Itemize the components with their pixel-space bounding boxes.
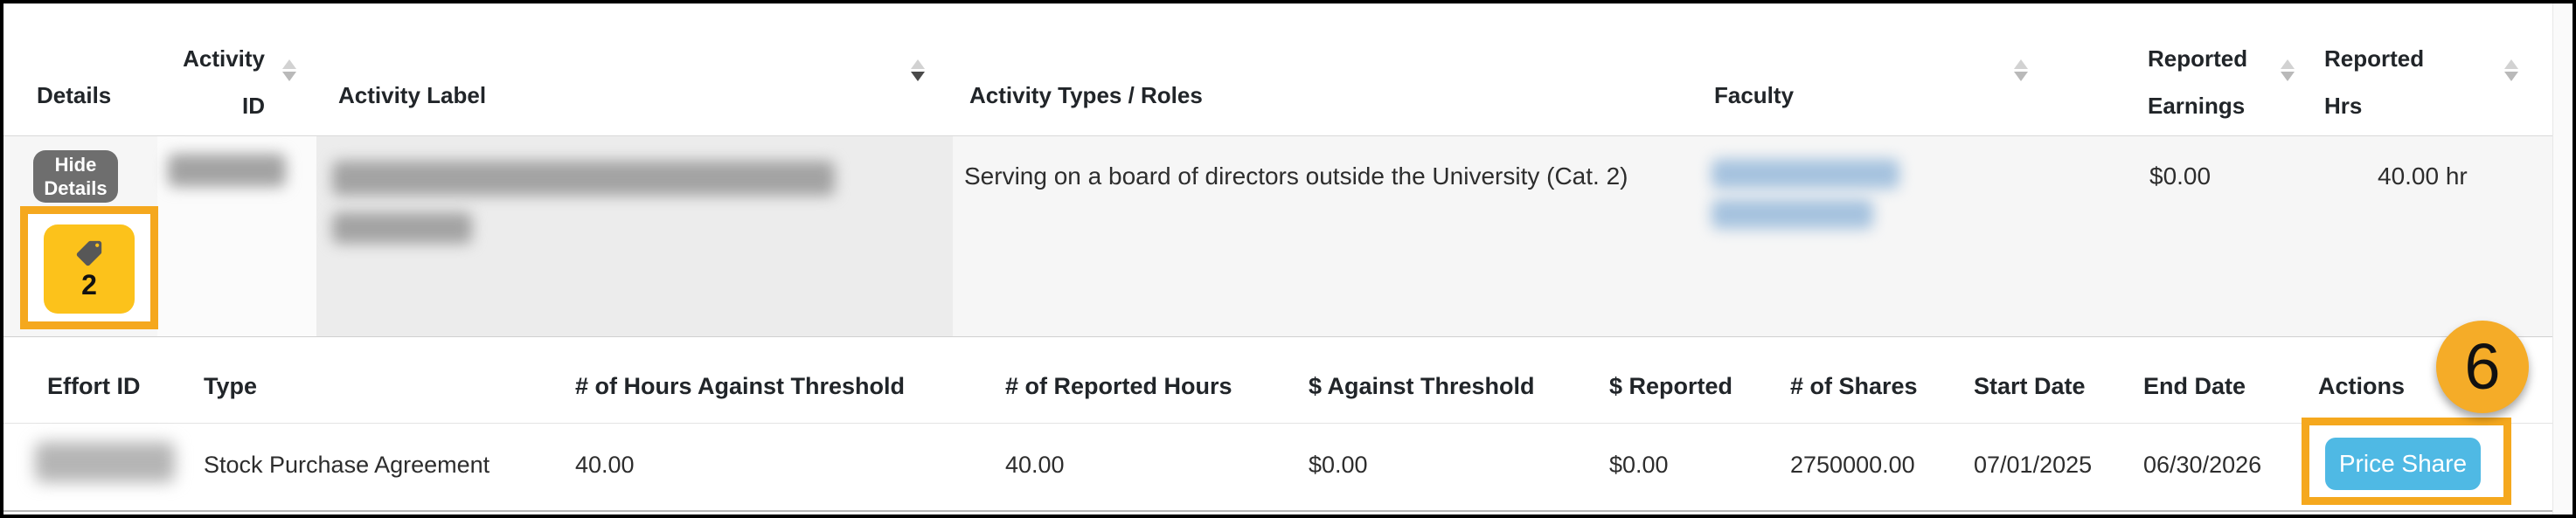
sort-icon[interactable] (2280, 59, 2295, 81)
end-date-value: 06/30/2026 (2143, 452, 2262, 478)
sort-up-arrow (2281, 59, 2295, 69)
activity-type-role-text: Serving on a board of directors outside … (964, 162, 1628, 190)
subtable-header-divider (3, 423, 2553, 424)
redacted-faculty-link-line1[interactable] (1712, 159, 1899, 189)
sort-down-arrow (911, 72, 925, 81)
tag-icon (74, 238, 104, 268)
sort-icon[interactable] (910, 59, 926, 81)
price-share-button[interactable]: Price Share (2325, 438, 2481, 490)
column-header-activity-label: Activity Label (338, 82, 487, 108)
table-bottom-border (3, 510, 2553, 512)
sort-up-arrow (2504, 59, 2518, 69)
tag-count-button[interactable]: 2 (44, 224, 135, 314)
subcol-header-type: Type (204, 373, 258, 399)
subcol-header-dollars-reported: $ Reported (1609, 373, 1733, 399)
column-header-reported-hrs: Reported Hrs (2324, 45, 2425, 119)
sort-icon[interactable] (2013, 59, 2029, 81)
dollars-reported-value: $0.00 (1609, 452, 1669, 478)
sort-down-arrow (2281, 72, 2295, 81)
reported-earnings-value: $0.00 (2149, 162, 2211, 190)
column-header-faculty: Faculty (1714, 82, 1795, 108)
hours-against-threshold-value: 40.00 (575, 452, 635, 478)
hide-details-button[interactable]: Hide Details (33, 150, 118, 203)
sort-down-arrow (2504, 72, 2518, 81)
subcol-header-end-date: End Date (2143, 373, 2246, 399)
redacted-activity-label-line1 (332, 161, 835, 196)
sort-icon[interactable] (2503, 59, 2519, 81)
scrollbar-gutter (2552, 3, 2573, 515)
subcol-header-reported-hours: # of Reported Hours (1005, 373, 1232, 399)
subcol-header-num-shares: # of Shares (1790, 373, 1918, 399)
sort-up-arrow (911, 59, 925, 69)
sort-icon[interactable] (281, 59, 297, 81)
column-header-details: Details (37, 82, 112, 108)
subcol-header-dollars-against-threshold: $ Against Threshold (1309, 373, 1535, 399)
sort-down-arrow (2014, 72, 2028, 81)
start-date-value: 07/01/2025 (1974, 452, 2093, 478)
redacted-activity-label-line2 (332, 212, 472, 244)
column-header-activity-types-roles: Activity Types / Roles (969, 82, 1203, 108)
column-header-activity-id: Activity ID (183, 45, 265, 119)
subcol-header-effort-id: Effort ID (47, 373, 141, 399)
column-header-reported-earnings: Reported Earnings (2148, 45, 2248, 119)
tag-count-value: 2 (81, 269, 97, 300)
effort-type-value: Stock Purchase Agreement (204, 452, 490, 478)
row-divider (3, 336, 2553, 337)
subcol-header-actions: Actions (2318, 373, 2406, 399)
redacted-effort-id (35, 442, 175, 482)
reported-hours-value: 40.00 (1005, 452, 1065, 478)
sort-up-arrow (282, 59, 296, 69)
subcol-header-start-date: Start Date (1974, 373, 2086, 399)
sort-up-arrow (2014, 59, 2028, 69)
dollars-against-threshold-value: $0.00 (1309, 452, 1368, 478)
redacted-activity-id (168, 154, 286, 187)
redacted-faculty-link-line2[interactable] (1712, 199, 1873, 229)
num-shares-value: 2750000.00 (1790, 452, 1915, 478)
header-divider (3, 135, 2553, 136)
annotation-step-circle: 6 (2436, 321, 2529, 413)
sort-down-arrow (282, 72, 296, 81)
reported-hrs-value: 40.00 hr (2378, 162, 2468, 190)
subcol-header-hours-against-threshold: # of Hours Against Threshold (575, 373, 906, 399)
